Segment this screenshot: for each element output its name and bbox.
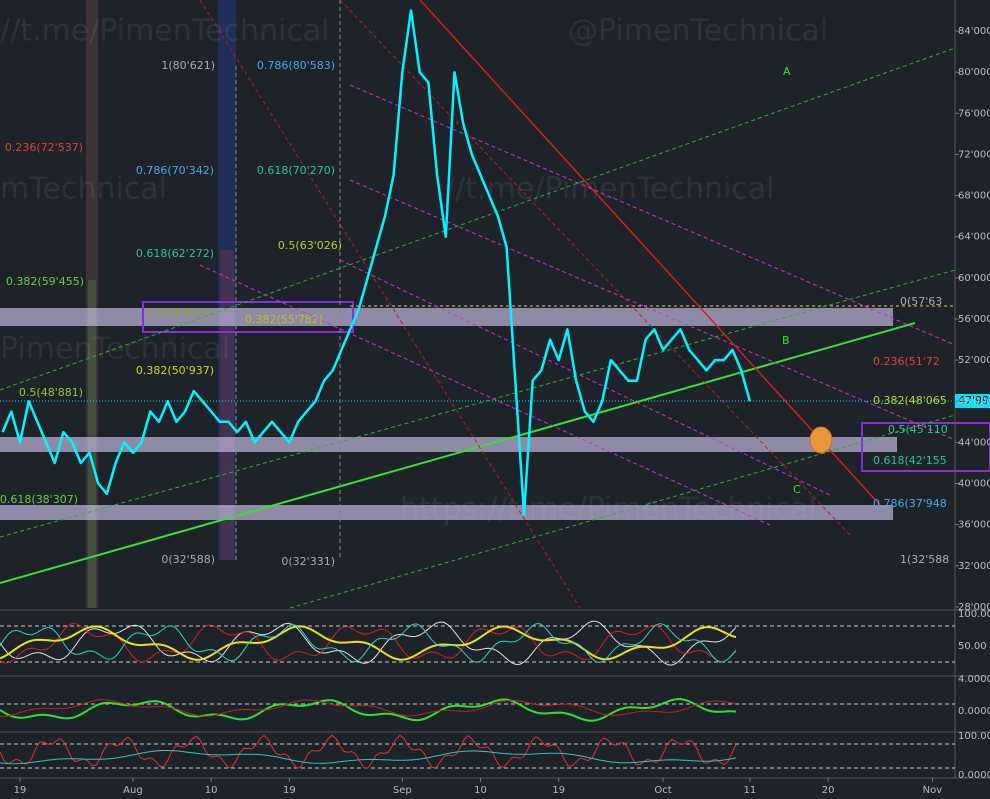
fib-label: 0.786(70'342) [136, 164, 214, 177]
y-tick-label: 84'000 [958, 26, 990, 37]
fib-label: 1(32'588 [900, 553, 949, 566]
x-tick-label: 19 [283, 785, 296, 796]
oscillator-line [0, 623, 737, 664]
trendline [199, 0, 581, 609]
trendline [419, 0, 881, 506]
oscillators [0, 620, 737, 769]
x-tick-label: Aug [123, 785, 143, 796]
oscillator-line [0, 620, 737, 666]
y-tick-label: 48'000 [958, 396, 990, 407]
zone [0, 505, 893, 520]
wave-label: C [793, 483, 801, 496]
wave-label: B [782, 334, 790, 347]
x-tick-label: 10 [205, 785, 218, 796]
fib-label: 0.618(38'307) [0, 493, 78, 506]
y-tick-label: 80'000 [958, 67, 990, 78]
fib-label: 0.5(63'026) [278, 239, 342, 252]
channel [349, 84, 956, 346]
watermark: mTechnical [0, 172, 167, 207]
y-tick-label: 64'000 [958, 232, 990, 243]
fib-label: 0.382(55'782) [245, 313, 323, 326]
watermark: //t.me/PimenTechnical [445, 172, 775, 207]
x-tick-label: 10 [474, 785, 487, 796]
fib-label: 1(80'621) [161, 59, 215, 72]
fib-label: 0.5(45'110 [888, 423, 948, 436]
fib-label: 0(57'63 [900, 295, 942, 308]
x-tick-label: 19 [552, 785, 565, 796]
fib-label: 0.5(56'604) [146, 306, 210, 319]
fib-label: 0.382(48'065 [873, 394, 947, 407]
fib-label: 0.618(62'272) [136, 247, 214, 260]
oscillator-line [0, 622, 737, 664]
channel [349, 179, 956, 441]
x-tick-label: Nov [923, 785, 943, 796]
fib-label: 0.786(37'948 [873, 497, 947, 510]
oscillator-line [0, 750, 737, 765]
trendline [0, 322, 916, 584]
oscillator-line [0, 625, 737, 661]
band [86, 0, 98, 608]
y-tick-label: 40'000 [958, 479, 990, 490]
indicator-label: 4.0000 [958, 674, 990, 685]
fib-label: 0.236(51'72 [873, 355, 940, 368]
x-tick-label: 11 [744, 785, 757, 796]
x-tick-label: 20 [822, 785, 835, 796]
fib-label: 0.236(72'537) [5, 141, 83, 154]
box [142, 301, 354, 333]
price-tag-label: 47'995 [958, 394, 990, 407]
fib-label: 0.5(48'881) [19, 386, 83, 399]
watermark: @PimenTechnical [568, 14, 828, 49]
zone [0, 308, 893, 326]
fib-label: 0.618(42'155 [873, 454, 947, 467]
trendline [0, 47, 956, 391]
wave-label: A [783, 65, 791, 78]
fib-label: 0(32'331) [281, 555, 335, 568]
fib-label: 0.382(59'455) [6, 275, 84, 288]
y-tick-label: 32'000 [958, 561, 990, 572]
fib-label: 0.618(70'270) [257, 164, 335, 177]
y-tick-label: 52'000 [958, 355, 990, 366]
indicator-label: 100.00 [958, 731, 990, 742]
x-tick-label: Oct [654, 785, 671, 796]
y-tick-label: 56'000 [958, 314, 990, 325]
band [218, 0, 236, 560]
watermark: //t.me/PimenTechnical [0, 14, 330, 49]
trendline [0, 269, 956, 538]
y-tick-label: 72'000 [958, 149, 990, 160]
oscillator-line [0, 734, 737, 769]
x-tick-label: Sep [393, 785, 412, 796]
indicator-label: 0.0000 [958, 706, 990, 717]
indicator-label: 50.00 [958, 641, 987, 652]
y-tick-label: 36'000 [958, 520, 990, 531]
price-tag [955, 394, 990, 408]
indicator-label: 0.0000 [958, 770, 990, 781]
price-line [1, 9, 752, 516]
x-tick-label: 19 [14, 785, 27, 796]
indicator-label: 100.00 [958, 609, 990, 620]
trendline [289, 414, 956, 609]
y-tick-label: 60'000 [958, 273, 990, 284]
y-tick-label: 76'000 [958, 108, 990, 119]
y-tick-label: 44'000 [958, 437, 990, 448]
fib-label: 0.382(50'937) [136, 364, 214, 377]
y-tick-label: 68'000 [958, 191, 990, 202]
band [220, 250, 234, 560]
oscillator-line [0, 697, 737, 722]
y-tick-label: 28'000 [958, 602, 990, 613]
oscillator-line [0, 699, 737, 717]
target [809, 426, 833, 454]
fib-label: 0.786(80'583) [257, 59, 335, 72]
zone [0, 437, 897, 452]
box [861, 422, 990, 472]
fib-label: 0(32'588) [161, 553, 215, 566]
